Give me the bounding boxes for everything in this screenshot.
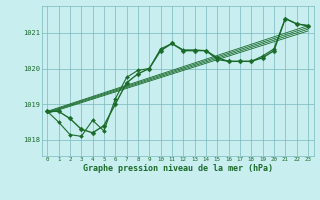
X-axis label: Graphe pression niveau de la mer (hPa): Graphe pression niveau de la mer (hPa) xyxy=(83,164,273,173)
